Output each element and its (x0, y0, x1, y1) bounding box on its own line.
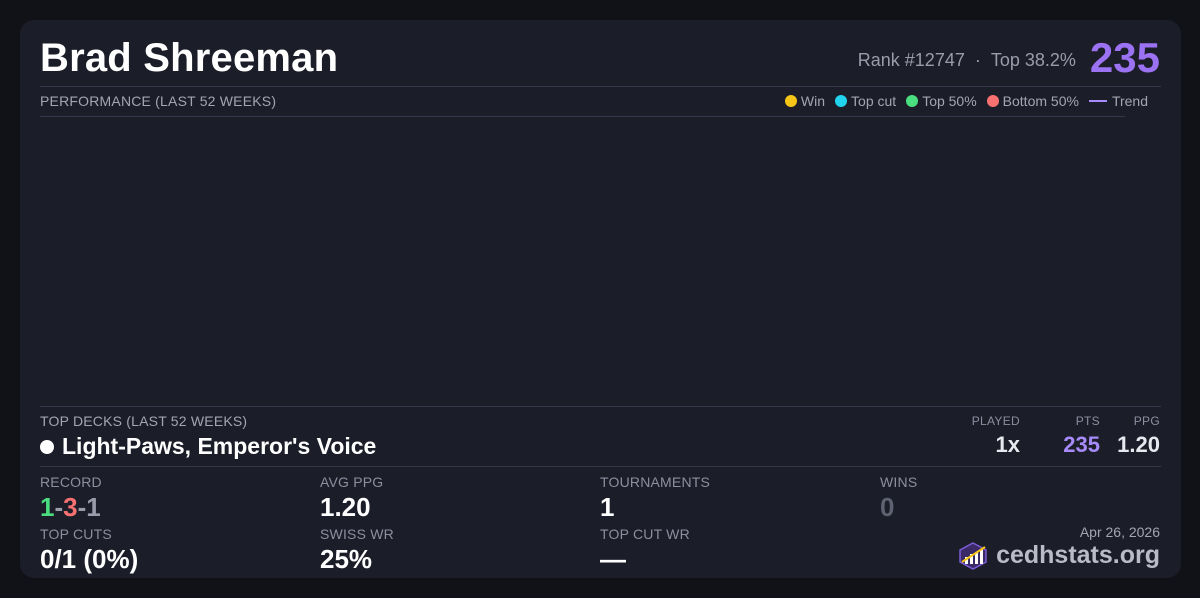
rank-summary: Rank #12747 · Top 38.2% 235 (858, 36, 1160, 80)
legend-item-top-cut: Top cut (835, 93, 896, 109)
record-value: 1-3-1 (40, 492, 101, 523)
swiss-wr-label: SWISS WR (320, 526, 394, 542)
performance-chart-area (40, 117, 1125, 405)
wins-label: WINS (880, 474, 918, 490)
header-divider (40, 86, 1161, 87)
legend-item-trend: Trend (1088, 93, 1148, 109)
legend-label: Top 50% (922, 93, 977, 109)
chart-bottom-divider (40, 406, 1161, 407)
chart-top-divider (40, 116, 1125, 117)
deck-pts-value: 235 (1063, 432, 1100, 457)
record-losses: 3 (63, 492, 78, 522)
bottom-50-dot-icon (986, 95, 999, 107)
legend-label: Trend (1111, 93, 1148, 109)
player-stats-card: Brad Shreeman Rank #12747 · Top 38.2% 23… (20, 20, 1181, 578)
legend-label: Top cut (851, 93, 897, 109)
record-wins: 1 (40, 492, 55, 522)
record-draws: 1 (86, 492, 101, 522)
player-name: Brad Shreeman (40, 36, 339, 80)
deck-name[interactable]: Light-Paws, Emperor's Voice (62, 433, 377, 459)
record-label: RECORD (40, 474, 102, 490)
avg-ppg-value: 1.20 (320, 492, 371, 522)
tournaments-label: TOURNAMENTS (600, 474, 711, 490)
tournaments-value: 1 (600, 492, 615, 522)
top-cuts-label: TOP CUTS (40, 526, 112, 542)
legend-label: Bottom 50% (1002, 93, 1079, 109)
record-sep: - (54, 492, 64, 522)
top-cut-dot-icon (835, 95, 848, 107)
ppg-column-header: PPG (1133, 414, 1160, 428)
win-dot-icon (784, 95, 797, 107)
chart-logo-icon (959, 541, 987, 570)
top-decks-label: TOP DECKS (LAST 52 WEEKS) (40, 413, 248, 429)
stats-divider (40, 466, 1161, 467)
top-cut-wr-value: — (600, 544, 626, 574)
deck-row[interactable]: Light-Paws, Emperor's Voice (40, 433, 376, 460)
top-cuts-value: 0/1 (0%) (40, 544, 139, 574)
wins-value: 0 (880, 492, 895, 522)
played-column-header: PLAYED (971, 414, 1020, 428)
performance-label: PERFORMANCE (LAST 52 WEEKS) (40, 93, 277, 109)
performance-legend: Win Top cut Top 50% Bottom 50% Trend (775, 93, 1148, 109)
player-score: 235 (1089, 34, 1160, 81)
top-50-dot-icon (906, 95, 919, 107)
brand[interactable]: cedhstats.org (958, 541, 1160, 570)
swiss-wr-value: 25% (320, 544, 373, 574)
rank-text: Rank #12747 (857, 49, 965, 70)
deck-ppg-value: 1.20 (1117, 432, 1160, 457)
top-cut-wr-label: TOP CUT WR (600, 526, 690, 542)
record-sep: - (77, 492, 87, 522)
white-mana-icon (40, 439, 54, 454)
legend-item-top-50: Top 50% (906, 93, 977, 109)
report-date: Apr 26, 2026 (1079, 524, 1160, 540)
top-percent-text: Top 38.2% (990, 49, 1076, 70)
brand-name[interactable]: cedhstats.org (996, 541, 1160, 569)
deck-played-value: 1x (995, 432, 1020, 457)
legend-item-win: Win (784, 93, 826, 109)
avg-ppg-label: AVG PPG (320, 474, 384, 490)
legend-label: Win (800, 93, 826, 109)
trend-line-icon (1088, 100, 1107, 102)
pts-column-header: PTS (1075, 414, 1100, 428)
rank-separator: · (974, 49, 981, 70)
legend-item-bottom-50: Bottom 50% (986, 93, 1079, 109)
